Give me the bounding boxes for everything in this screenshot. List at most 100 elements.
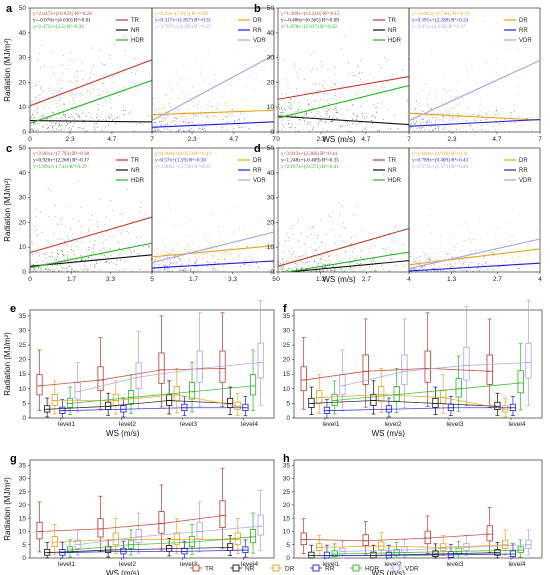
scatter-point [153, 130, 155, 132]
scatter-point [282, 266, 284, 268]
regression-line-rr [409, 118, 540, 127]
equation-vdr: y=2.979x+(1.373) R²=0.40 [412, 163, 469, 170]
scatter-point [456, 242, 458, 244]
scatter-point [323, 271, 325, 272]
scatter-point [287, 123, 289, 125]
scatter-point [487, 129, 489, 131]
scatter-point [135, 58, 137, 60]
scatter-point [71, 117, 73, 119]
scatter-point [167, 103, 169, 105]
scatter-point [211, 106, 213, 108]
box-body [308, 397, 315, 408]
box-vdr [525, 529, 532, 556]
scatter-point [452, 119, 454, 121]
scatter-point [393, 226, 395, 228]
scatter-point [59, 219, 62, 221]
scatter-point [221, 118, 223, 120]
scatter-point [318, 112, 320, 114]
x-tick-label: 2.7 [362, 276, 371, 283]
scatter-point [335, 117, 337, 119]
scatter-point [210, 248, 213, 250]
scatter-point [163, 125, 165, 127]
scatter-point [495, 110, 497, 112]
scatter-point [271, 262, 273, 264]
scatter-point [406, 100, 408, 103]
scatter-point [334, 83, 336, 85]
scatter-point [470, 63, 472, 65]
scatter-point [73, 102, 75, 105]
scatter-point [508, 241, 510, 243]
x-tick-label: 2.3 [448, 136, 457, 143]
scatter-point [288, 107, 290, 109]
scatter-point [293, 100, 296, 102]
scatter-point [460, 131, 462, 132]
box-tr [362, 318, 369, 408]
scatter-point [463, 125, 465, 127]
scatter-point [184, 121, 186, 123]
scatter-point [472, 92, 474, 94]
scatter-point [208, 82, 210, 84]
scatter-point [131, 71, 133, 74]
y-tick-label: 35 [19, 313, 27, 320]
scatter-point [287, 120, 289, 122]
scatter-point [214, 268, 216, 270]
scatter-point [36, 261, 38, 263]
scatter-point [281, 100, 283, 102]
scatter-point [305, 271, 307, 272]
scatter-point [36, 59, 38, 61]
box-vdr [463, 306, 470, 407]
scatter-point [170, 105, 172, 107]
scatter-point [471, 114, 473, 116]
scatter-point [249, 244, 251, 246]
scatter-point [328, 117, 330, 119]
scatter-point [282, 261, 284, 263]
scatter-point [53, 92, 55, 94]
scatter-point [79, 268, 81, 270]
scatter-point [273, 226, 274, 228]
scatter-point [321, 259, 323, 261]
scatter-point [38, 53, 40, 55]
scatter-point [66, 254, 68, 256]
scatter-point [39, 94, 41, 97]
scatter-point [61, 87, 63, 89]
scatter-point [55, 117, 57, 119]
scatter-point [300, 119, 302, 121]
scatter-point [168, 264, 171, 266]
scatter-point [60, 249, 62, 251]
scatter-point [439, 117, 441, 119]
scatter-point [319, 100, 321, 102]
scatter-point [455, 247, 457, 249]
scatter-point [72, 125, 74, 127]
scatter-point [57, 126, 59, 128]
scatter-point [173, 117, 175, 119]
scatter-point [409, 104, 412, 107]
scatter-point [249, 104, 251, 106]
scatter-point [302, 128, 304, 131]
bottom-legend: TR NR DR RR HDR VDR [190, 564, 419, 573]
scatter-point [306, 235, 308, 237]
scatter-point [69, 127, 71, 129]
scatter-point [427, 98, 429, 100]
scatter-point [438, 126, 440, 128]
scatter-point [338, 202, 340, 204]
scatter-point [255, 240, 257, 242]
scatter-point [539, 246, 540, 248]
scatter-point [157, 109, 159, 111]
scatter-point [201, 74, 203, 76]
scatter-point [95, 117, 98, 119]
scatter-point [324, 104, 326, 107]
scatter-point [341, 125, 343, 127]
y-tick-label: 25 [283, 342, 291, 349]
scatter-point [83, 262, 85, 264]
scatter-point [53, 130, 56, 132]
scatter-point [47, 240, 49, 242]
scatter-point [78, 131, 80, 132]
scatter-point [415, 101, 417, 103]
scatter-point [317, 92, 319, 95]
scatter-point [495, 21, 497, 24]
scatter-point [451, 257, 453, 259]
scatter-point [474, 238, 476, 240]
scatter-point [294, 63, 296, 65]
scatter-point [135, 72, 137, 75]
scatter-point [488, 110, 490, 113]
